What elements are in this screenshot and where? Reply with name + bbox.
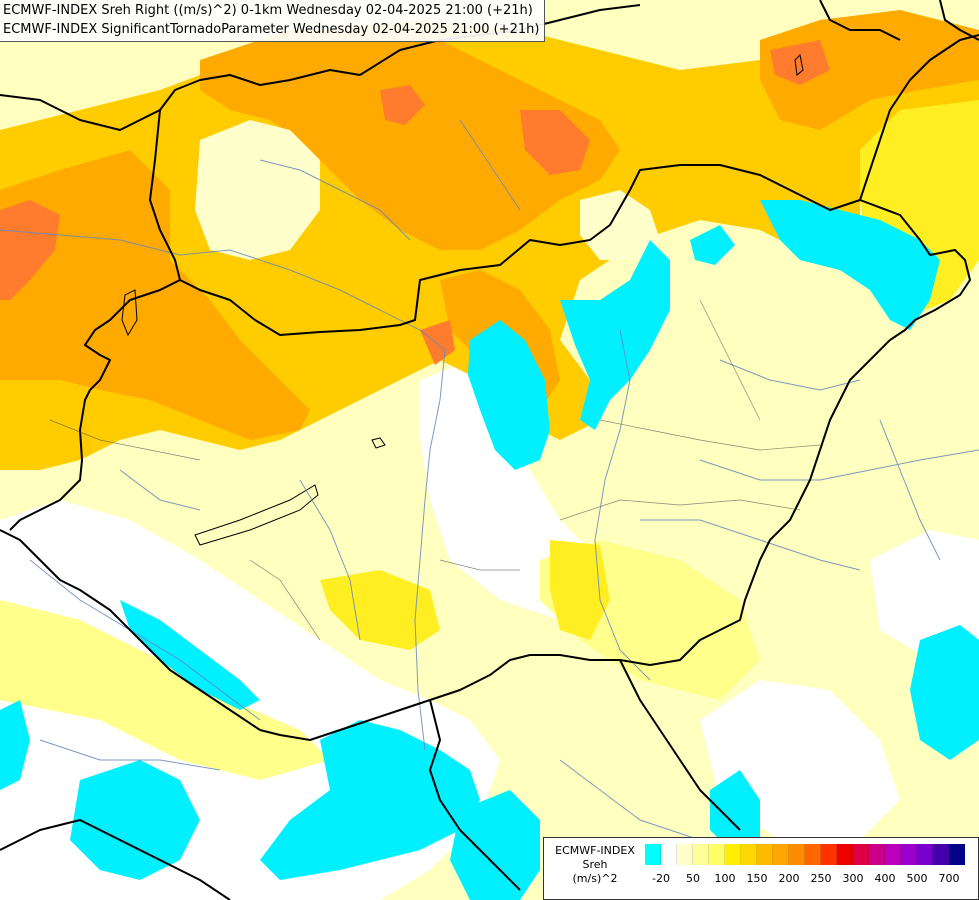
- legend-swatch: [677, 844, 693, 865]
- legend-tick-label: 50: [686, 872, 700, 885]
- legend-tick-label: 100: [714, 872, 736, 885]
- legend-swatch: [661, 844, 677, 865]
- field-cyan: [0, 200, 979, 900]
- legend-tick-label: -20: [652, 872, 670, 885]
- legend-swatch: [885, 844, 901, 865]
- title-line-stp: ECMWF-INDEX SignificantTornadoParameter …: [3, 22, 540, 37]
- region-borders: [49, 299, 821, 641]
- legend-model: ECMWF-INDEX: [555, 844, 635, 857]
- legend-variable: Sreh: [582, 858, 608, 871]
- legend-swatch: [741, 844, 757, 865]
- rivers: [0, 119, 979, 861]
- legend-swatch: [821, 844, 837, 865]
- legend-tick-label: 300: [842, 872, 864, 885]
- map-title: ECMWF-INDEX Sreh Right ((m/s)^2) 0-1km W…: [0, 0, 546, 42]
- legend-swatch: [933, 844, 949, 865]
- legend-swatches: [645, 844, 965, 865]
- legend-swatch: [757, 844, 773, 865]
- legend-swatch: [645, 844, 661, 865]
- legend-tick-label: 150: [746, 872, 768, 885]
- legend-tick-label: 400: [874, 872, 896, 885]
- legend-swatch: [805, 844, 821, 865]
- field-white-blobs-north: [195, 120, 660, 260]
- legend-unit: (m/s)^2: [572, 872, 618, 885]
- legend-tick-label: 500: [906, 872, 928, 885]
- legend-swatch: [693, 844, 709, 865]
- field-dark-orange: [0, 40, 830, 365]
- legend-tick-label: 250: [810, 872, 832, 885]
- lakes: [121, 53, 804, 546]
- legend-swatch: [789, 844, 805, 865]
- legend-ticks: -20 50 100 150 200 250 300 400 500 700: [645, 872, 975, 890]
- legend-swatch: [901, 844, 917, 865]
- legend-tick-label: 700: [938, 872, 960, 885]
- field-yellow: [320, 90, 979, 650]
- legend-swatch: [949, 844, 965, 865]
- title-line-sreh: ECMWF-INDEX Sreh Right ((m/s)^2) 0-1km W…: [3, 3, 533, 18]
- legend-swatch: [725, 844, 741, 865]
- legend-title: ECMWF-INDEX Sreh (m/s)^2: [548, 844, 642, 886]
- legend-tick-label: 200: [778, 872, 800, 885]
- legend-swatch: [709, 844, 725, 865]
- legend-swatch: [853, 844, 869, 865]
- legend-swatch: [837, 844, 853, 865]
- legend-swatch: [773, 844, 789, 865]
- legend-swatch: [917, 844, 933, 865]
- legend-swatch: [869, 844, 885, 865]
- color-legend: ECMWF-INDEX Sreh (m/s)^2 -20 50 100 150 200 2…: [543, 837, 979, 900]
